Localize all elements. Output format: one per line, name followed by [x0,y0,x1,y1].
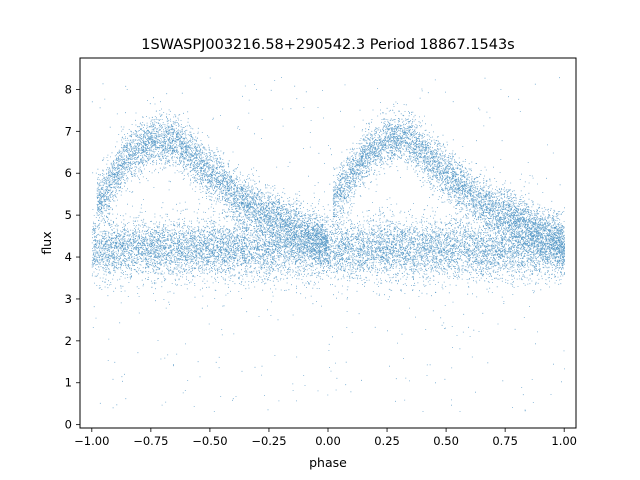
y-tick-label: 8 [65,82,72,96]
y-tick-label: 0 [65,418,72,432]
y-tick-label: 1 [65,376,72,390]
y-tick-label: 7 [65,124,72,138]
y-tick-label: 6 [65,166,72,180]
x-tick-label: 0.75 [492,434,518,448]
x-tick-label: 0.50 [433,434,459,448]
x-tick-label: 1.00 [551,434,577,448]
x-axis-ticks: −1.00 −0.75 −0.50 −0.25 0.00 0.25 0.50 0.75 1.00 [74,428,577,448]
y-tick-label: 3 [65,292,72,306]
x-tick-label: 0.25 [374,434,400,448]
y-axis-label: flux [39,231,54,254]
x-tick-label: −0.75 [133,434,168,448]
x-tick-label: −0.25 [251,434,286,448]
x-axis-label: phase [309,455,347,470]
y-axis-ticks: 0 1 2 3 4 5 6 7 8 [65,82,80,432]
y-tick-label: 4 [65,250,72,264]
x-tick-label: −1.00 [74,434,109,448]
y-tick-label: 2 [65,334,72,348]
scatter-point-cloud [91,77,566,412]
y-tick-label: 5 [65,208,72,222]
x-tick-label: 0.00 [315,434,341,448]
scatter-points [91,77,566,412]
x-tick-label: −0.50 [192,434,227,448]
chart-title: 1SWASPJ003216.58+290542.3 Period 18867.1… [141,37,515,53]
